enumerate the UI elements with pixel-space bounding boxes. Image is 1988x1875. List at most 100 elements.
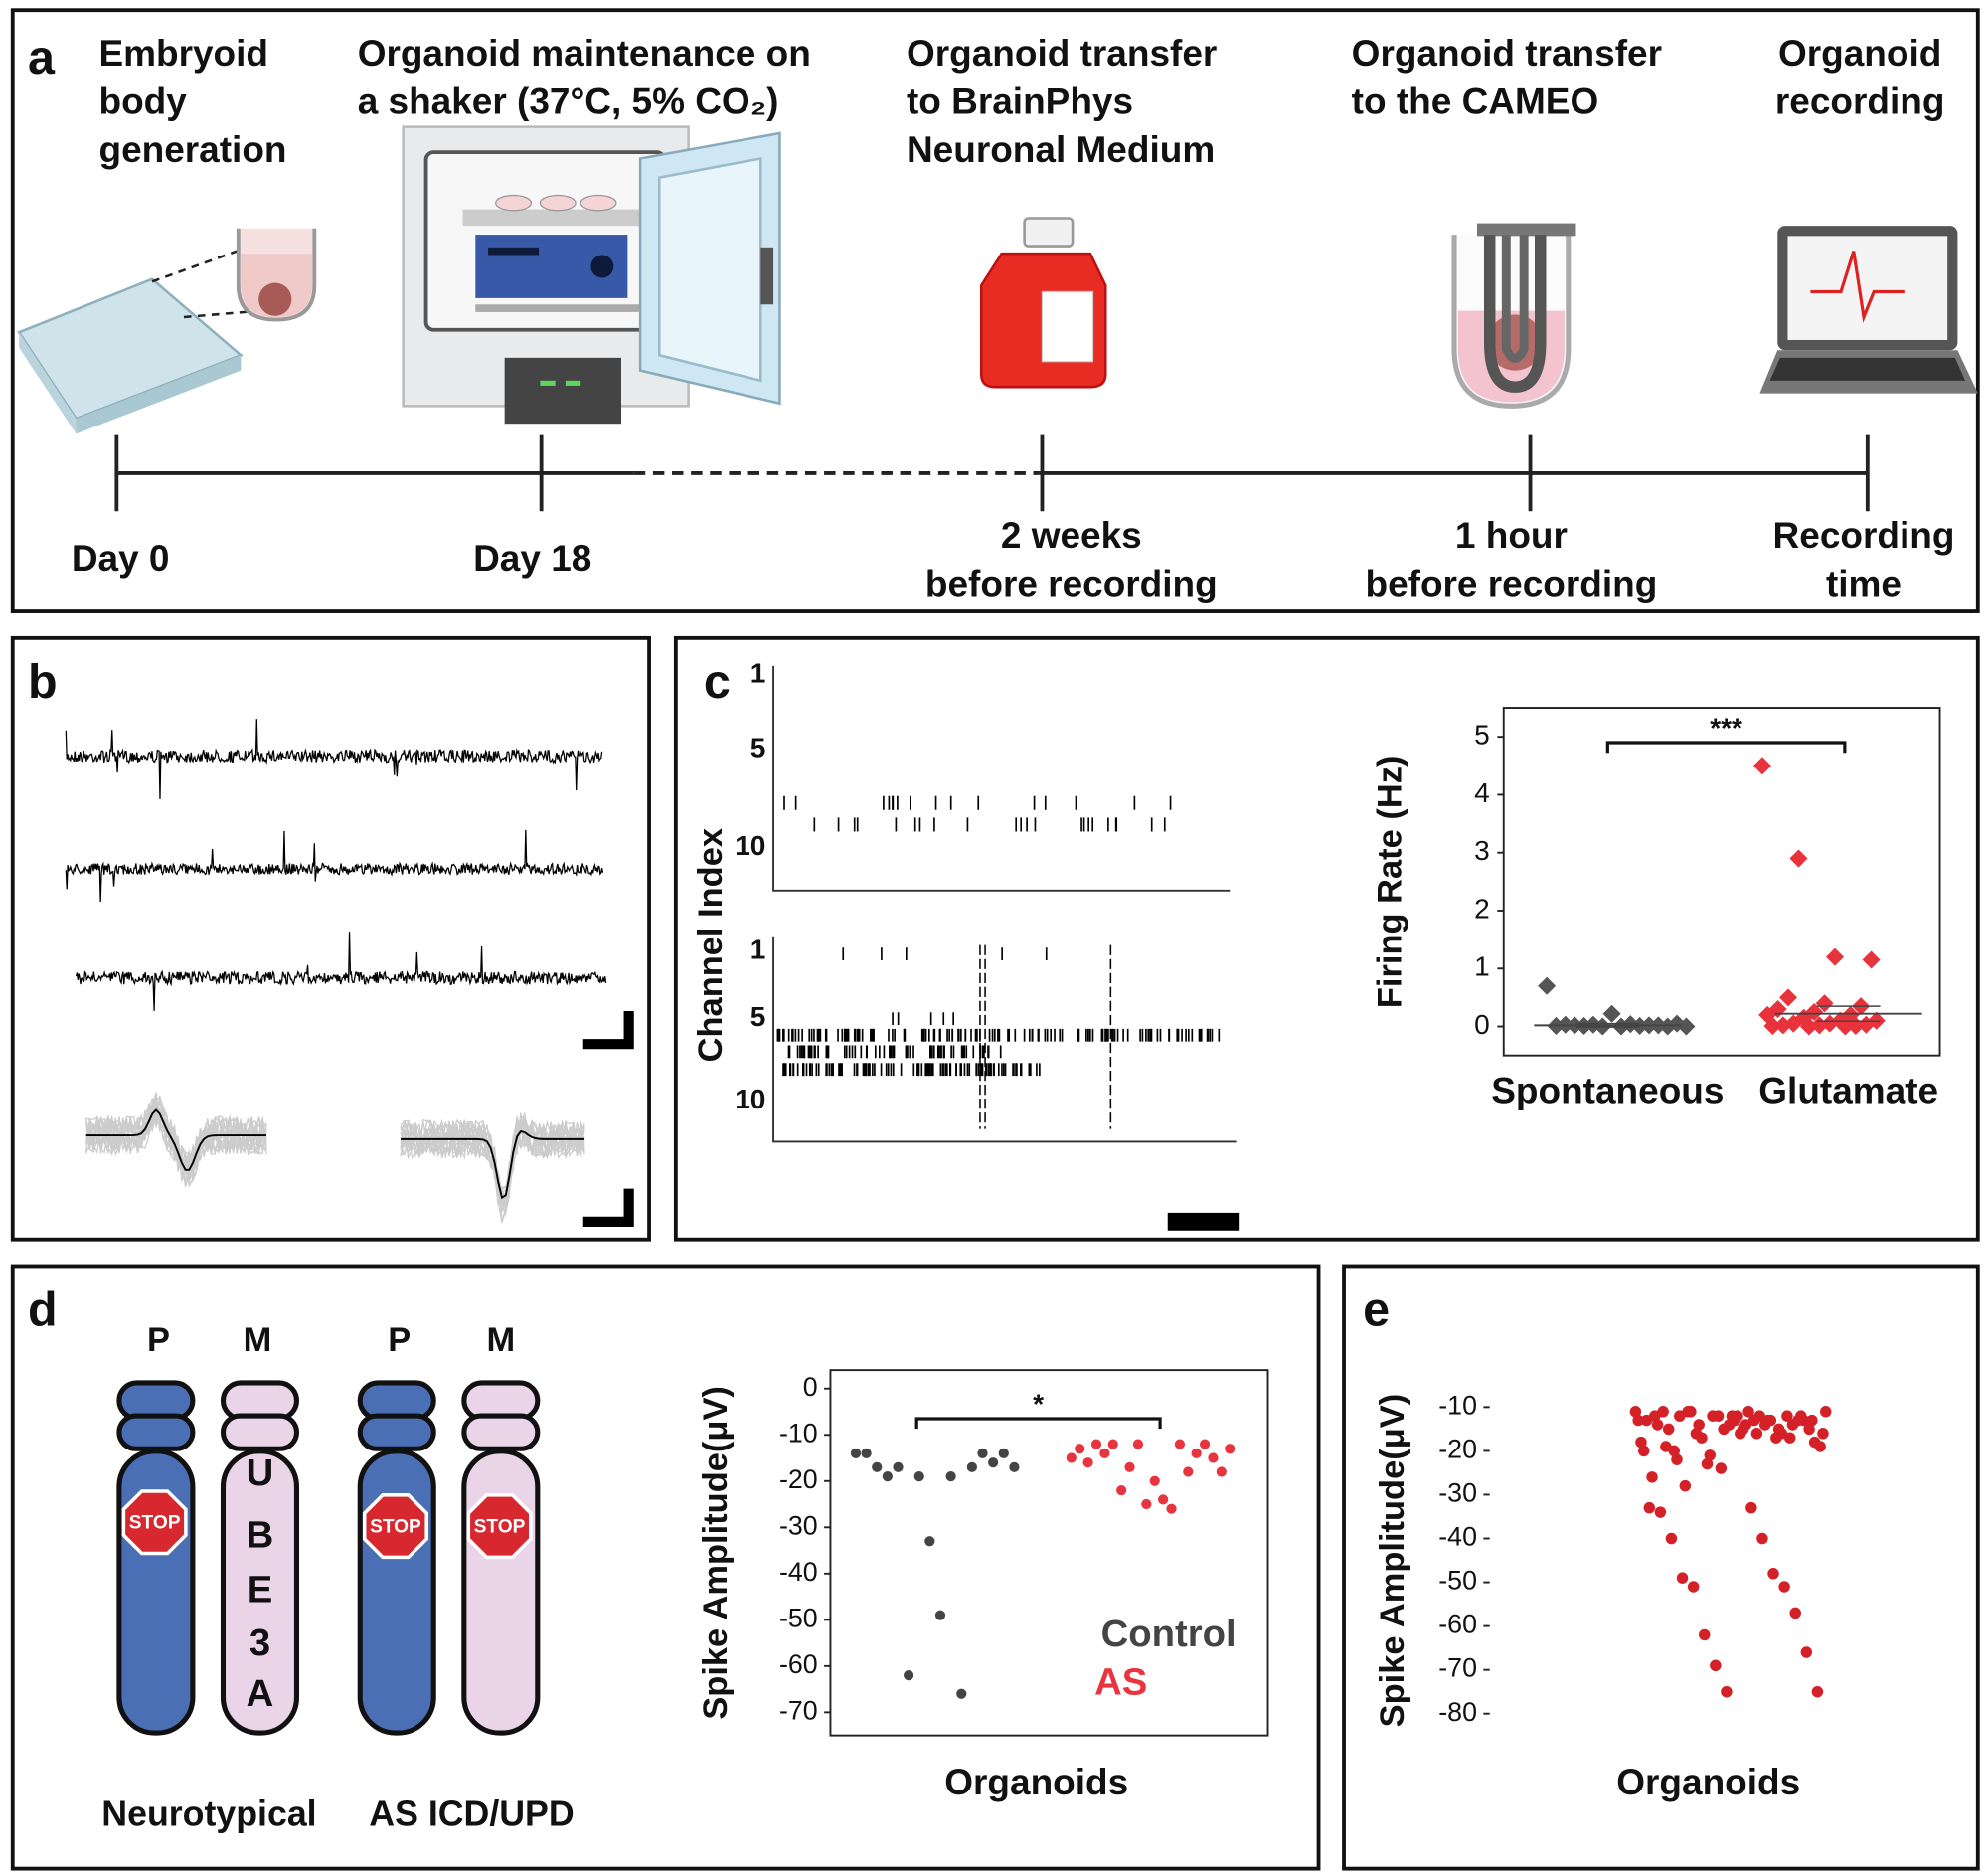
- scale-bar: [582, 1011, 634, 1050]
- y-tick-label: 3: [1474, 835, 1490, 866]
- y-tick-label: -20: [1438, 1434, 1477, 1463]
- data-point: [1862, 950, 1881, 969]
- data-point: [988, 1457, 999, 1468]
- y-tick-label: 1: [1474, 951, 1490, 982]
- data-point: [1789, 849, 1808, 868]
- data-point: [904, 1670, 914, 1681]
- medium-bottle: [979, 217, 1107, 389]
- raster-tick-label: 5: [750, 733, 766, 764]
- incubator: [402, 125, 781, 425]
- data-point: [1710, 1659, 1722, 1672]
- data-point: [1654, 1506, 1667, 1518]
- data-point: [1602, 1004, 1621, 1023]
- significance-bracket: [914, 1417, 1162, 1430]
- data-point: [1726, 1410, 1739, 1422]
- data-point: [934, 1610, 946, 1620]
- raster-tick-label: 1: [750, 657, 766, 688]
- step-title: a shaker (37°C, 5% CO₂): [358, 81, 779, 121]
- parent-label: P: [147, 1321, 170, 1359]
- gene-letter: 3: [249, 1621, 270, 1664]
- raster-tick-label: 1: [750, 934, 766, 964]
- data-point: [1763, 1016, 1782, 1035]
- step-title: to the CAMEO: [1352, 81, 1599, 121]
- stop-text: STOP: [474, 1516, 526, 1537]
- data-point: [893, 1461, 904, 1472]
- significance-label: *: [1033, 1389, 1044, 1420]
- waveform-overlay: [400, 1116, 585, 1204]
- data-point: [966, 1461, 977, 1472]
- legend-entry: Control: [1101, 1613, 1237, 1655]
- data-point: [1767, 1568, 1779, 1580]
- gene-letter: B: [247, 1514, 274, 1557]
- data-point: [1800, 1646, 1813, 1658]
- data-point: [1662, 1423, 1675, 1436]
- data-point: [1009, 1461, 1020, 1472]
- data-point: [1721, 1685, 1733, 1698]
- step-title: Organoid maintenance on: [358, 33, 811, 74]
- step-time: before recording: [925, 563, 1218, 603]
- data-point: [1857, 1015, 1876, 1034]
- step-title: to BrainPhys: [907, 81, 1133, 121]
- step-title: Organoid transfer: [1352, 33, 1662, 74]
- step-time: 2 weeks: [1001, 515, 1142, 556]
- significance-label: ***: [1710, 713, 1742, 744]
- data-point: [1075, 1444, 1085, 1454]
- data-point: [1783, 1432, 1796, 1444]
- data-point: [1690, 1428, 1703, 1440]
- scale-bar: [582, 1188, 634, 1227]
- step-title: Organoid: [1778, 33, 1941, 74]
- y-tick-label: -50: [779, 1603, 818, 1632]
- data-point: [1199, 1439, 1211, 1449]
- plot-frame: [829, 1369, 1269, 1737]
- y-tick-label: -10: [779, 1418, 818, 1448]
- data-point: [1789, 1607, 1801, 1619]
- voltage-trace: [75, 932, 607, 1011]
- y-tick-label: 5: [1474, 720, 1490, 751]
- data-point: [1723, 1419, 1736, 1431]
- gene-letter: A: [247, 1672, 274, 1715]
- raster-axis: [772, 936, 1237, 1143]
- data-point: [1216, 1466, 1227, 1477]
- data-point: [1225, 1444, 1236, 1454]
- data-point: [945, 1471, 956, 1482]
- y-tick-label: 2: [1474, 893, 1490, 924]
- data-point: [1208, 1452, 1219, 1463]
- stop-text: STOP: [129, 1513, 181, 1534]
- waveform-overlay: [85, 1111, 267, 1183]
- chromosome-cap: [116, 1380, 196, 1422]
- chromosome-cap: [357, 1380, 436, 1422]
- step-time: Day 0: [72, 538, 170, 579]
- y-tick-label: -80: [1438, 1697, 1477, 1727]
- data-point: [1779, 988, 1798, 1007]
- data-point: [1715, 1462, 1728, 1474]
- data-point: [1665, 1532, 1678, 1545]
- y-tick-label: -40: [779, 1557, 818, 1587]
- panel-label: d: [28, 1283, 58, 1337]
- data-point: [1646, 1471, 1658, 1483]
- step-title: Organoid transfer: [907, 33, 1217, 74]
- chromosome-cap: [357, 1413, 436, 1451]
- data-point: [861, 1448, 872, 1458]
- significance-bracket: [1605, 741, 1847, 754]
- data-point: [1191, 1448, 1202, 1458]
- step-title: recording: [1775, 81, 1945, 121]
- data-point: [1658, 1017, 1677, 1036]
- step-time: Recording: [1773, 515, 1955, 556]
- stop-sign: [470, 1496, 530, 1556]
- data-point: [1635, 1436, 1647, 1449]
- data-point: [1825, 947, 1845, 966]
- raster-ylabel: Channel Index: [692, 828, 730, 1062]
- stop-sign: [366, 1496, 425, 1556]
- y-tick-label: -40: [1438, 1522, 1477, 1552]
- data-point: [1668, 1445, 1680, 1457]
- data-point: [1799, 1017, 1818, 1036]
- scale-bar: [1167, 1212, 1240, 1231]
- data-point: [1747, 1414, 1760, 1427]
- panel-c-frame: [673, 635, 1980, 1242]
- chromosome-cap: [461, 1413, 541, 1451]
- data-point: [1756, 1532, 1768, 1545]
- data-point: [1643, 1501, 1656, 1514]
- gene-letter: E: [248, 1569, 273, 1612]
- data-point: [1792, 1414, 1804, 1427]
